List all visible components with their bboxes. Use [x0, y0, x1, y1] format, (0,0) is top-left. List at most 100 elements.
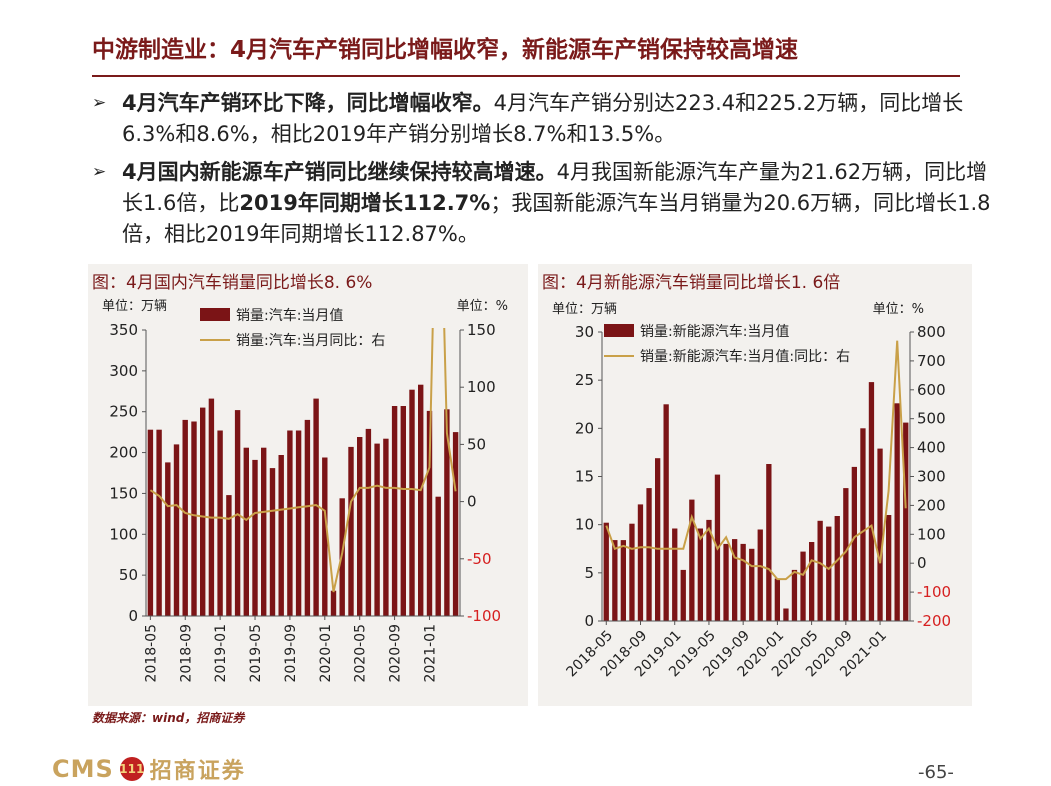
bar	[374, 443, 380, 616]
bar	[740, 543, 746, 621]
chart-panel-auto-sales: 图：4月国内汽车销量同比增长8. 6% 单位：万辆 单位：% 0 50 100 150 20…	[88, 264, 528, 706]
bar	[903, 422, 909, 621]
bullet-text: 4月国内新能源车产销同比继续保持较高增速。4月我国新能源汽车产量为21.62万辆…	[122, 157, 992, 250]
bar	[646, 488, 652, 621]
right-unit-label: 单位：%	[873, 302, 924, 317]
bullet-body: ；我国新能源汽车当月销量为20.6万辆，同比增长1.8倍，相比2019年同期增长…	[122, 191, 991, 246]
right-tick-label: 100	[467, 378, 496, 396]
bullet-body: 4月汽车产销分别达223.4和225.2万辆，同比增长6.3%和8.6%，相比2…	[122, 91, 964, 146]
logo-cms-text: CMS	[52, 755, 114, 783]
bar	[680, 569, 686, 621]
right-unit-label: 单位：%	[457, 299, 508, 314]
bar	[783, 608, 789, 621]
company-logo: CMS 111 招商证券	[52, 754, 246, 784]
right-tick-label: 50	[467, 435, 486, 453]
bar	[868, 382, 875, 621]
right-tick-label: 0	[917, 554, 927, 572]
bar	[843, 488, 849, 621]
x-tick-label: 2019-01	[213, 624, 229, 683]
bar	[766, 464, 772, 621]
bar	[147, 429, 154, 616]
right-tick-label: 200	[917, 496, 946, 514]
bar	[697, 528, 703, 621]
bar	[278, 455, 284, 616]
bullet-body: 4月我国新能源汽车产量为21.62万辆，同比增长1.6倍，比	[122, 160, 988, 215]
bar	[894, 403, 900, 621]
right-tick-label: -50	[467, 550, 492, 568]
legend-swatch-bar	[200, 308, 230, 321]
bar	[348, 446, 354, 616]
page-title: 中游制造业：4月汽车产销同比增幅收窄，新能源车产销保持较高增速	[92, 37, 799, 63]
bar	[409, 389, 415, 616]
title-divider	[92, 75, 960, 77]
bar	[252, 459, 258, 616]
bar	[452, 432, 459, 616]
bar	[637, 504, 644, 621]
legend-label: 销量:新能源汽车:当月值	[640, 323, 789, 340]
right-tick-label: 400	[917, 439, 946, 457]
bar	[173, 444, 180, 616]
bar	[800, 551, 806, 621]
bar	[663, 404, 669, 622]
arrow-bullet-icon: ➢	[92, 93, 107, 113]
page-number: -65-	[918, 762, 954, 783]
right-tick-label: 600	[917, 381, 946, 399]
bar	[287, 430, 293, 616]
left-tick-label: 350	[109, 321, 138, 339]
bar	[612, 540, 618, 621]
bar	[706, 519, 712, 621]
bar	[886, 515, 892, 621]
bar	[791, 569, 798, 621]
legend-label: 销量:汽车:当月同比：右	[236, 332, 385, 349]
right-tick-label: -200	[917, 612, 951, 630]
right-tick-label: 0	[467, 493, 477, 511]
right-tick-label: -100	[467, 607, 501, 625]
arrow-bullet-icon: ➢	[92, 162, 107, 182]
bar	[269, 468, 276, 616]
x-tick-label: 2018-05	[143, 624, 159, 683]
right-tick-label: 300	[917, 468, 946, 486]
left-tick-label: 200	[109, 444, 138, 462]
bar	[304, 419, 311, 616]
right-tick-label: -100	[917, 583, 951, 601]
bullet-bold-lead: 4月汽车产销环比下降，同比增幅收窄。	[122, 91, 494, 115]
right-tick-label: 100	[917, 525, 946, 543]
bar	[877, 448, 883, 621]
left-unit-label: 单位：万辆	[102, 299, 167, 314]
bar	[723, 543, 729, 621]
bar	[182, 419, 188, 616]
bar	[226, 495, 232, 616]
left-tick-label: 100	[109, 525, 138, 543]
legend-label: 销量:汽车:当月值	[236, 307, 343, 324]
chart-auto-sales: 单位：万辆 单位：% 0 50 100 150 200 250 300 350 -100 -50 0 50…	[102, 299, 508, 683]
bar	[365, 428, 372, 616]
bar	[208, 398, 215, 616]
bar	[200, 407, 206, 616]
bar	[809, 542, 815, 621]
left-tick-label: 5	[584, 564, 594, 582]
chart-panel-nev-sales: 图：4月新能源汽车销量同比增长1. 6倍 单位：万辆 单位：% 0 5 10 15 20 25…	[538, 264, 972, 706]
bar	[629, 523, 635, 621]
data-source-note: 数据来源：wind，招商证券	[92, 711, 245, 725]
legend-label: 销量:新能源汽车:当月值:同比：右	[640, 348, 850, 365]
bar	[191, 421, 197, 616]
right-tick-label: 700	[917, 352, 946, 370]
right-tick-label: 500	[917, 410, 946, 428]
bullet-point-1: ➢ 4月汽车产销环比下降，同比增幅收窄。4月汽车产销分别达223.4和225.2…	[92, 88, 992, 150]
bar	[834, 516, 840, 621]
bullet-bold-lead: 4月国内新能源车产销同比继续保持较高增速。	[122, 160, 557, 184]
bar	[444, 409, 450, 616]
legend-swatch-bar	[604, 324, 634, 337]
x-tick-label: 2021-01	[422, 624, 438, 683]
x-tick-label: 2019-05	[248, 624, 264, 683]
bar	[732, 539, 738, 621]
x-tick-label: 2018-09	[178, 624, 194, 683]
left-tick-label: 15	[575, 468, 594, 486]
bar	[156, 429, 162, 616]
right-tick-label: 150	[467, 321, 496, 339]
bar	[757, 529, 763, 621]
x-tick-label: 2020-05	[353, 624, 369, 683]
chart-title: 图：4月国内汽车销量同比增长8. 6%	[92, 273, 373, 293]
bar	[400, 406, 406, 616]
x-tick-label: 2020-09	[388, 624, 404, 683]
